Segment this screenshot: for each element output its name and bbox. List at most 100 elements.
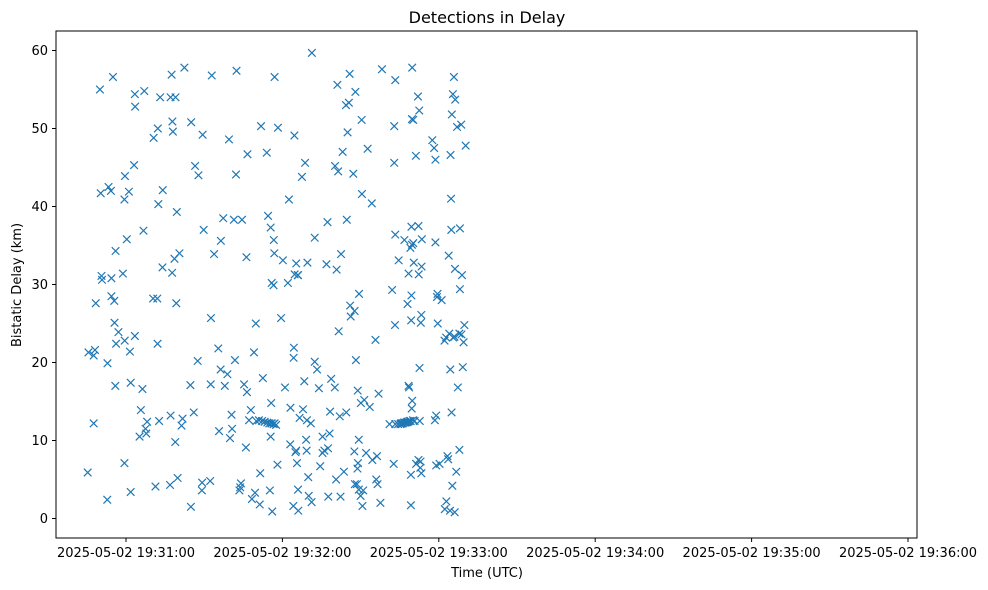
x-tick-label: 2025-05-02 19:31:00 xyxy=(57,546,195,561)
data-point xyxy=(262,148,271,157)
data-point xyxy=(142,429,151,438)
data-point xyxy=(225,433,235,443)
data-point xyxy=(350,447,359,456)
data-point xyxy=(91,298,100,308)
data-point xyxy=(315,462,325,471)
data-point xyxy=(372,475,381,484)
data-point xyxy=(431,411,441,420)
x-tick-label: 2025-05-02 19:36:00 xyxy=(839,546,977,561)
data-point xyxy=(448,89,458,99)
data-point xyxy=(223,369,232,379)
data-point xyxy=(165,480,175,490)
data-point xyxy=(250,488,260,497)
data-point xyxy=(435,459,444,469)
data-point xyxy=(220,381,230,391)
data-point xyxy=(406,316,416,325)
data-point xyxy=(267,419,276,428)
data-point xyxy=(409,238,418,248)
data-point xyxy=(214,344,223,353)
data-point xyxy=(457,330,466,339)
data-point xyxy=(334,327,343,336)
data-point xyxy=(269,235,279,245)
data-point xyxy=(231,170,241,179)
data-point xyxy=(320,446,329,455)
data-point xyxy=(358,486,368,495)
data-point xyxy=(416,318,426,327)
data-point xyxy=(325,429,334,438)
data-point xyxy=(323,444,333,453)
data-point xyxy=(407,63,417,72)
data-point xyxy=(302,446,311,455)
data-point xyxy=(363,144,372,154)
data-point xyxy=(186,502,196,512)
data-point xyxy=(343,128,352,137)
data-point xyxy=(110,296,119,306)
data-point xyxy=(357,115,366,125)
data-point xyxy=(84,348,93,357)
data-point xyxy=(344,98,354,107)
data-point xyxy=(443,451,452,461)
data-point xyxy=(246,405,256,415)
data-point xyxy=(387,285,397,295)
data-point xyxy=(376,498,385,508)
data-point xyxy=(346,312,355,321)
data-point xyxy=(239,380,249,389)
data-point xyxy=(168,127,178,136)
x-tick-label: 2025-05-02 19:34:00 xyxy=(526,546,664,561)
data-point xyxy=(257,416,267,426)
data-point xyxy=(345,301,355,310)
data-point xyxy=(167,268,177,278)
data-point xyxy=(219,213,228,223)
data-point xyxy=(276,313,286,323)
data-point xyxy=(120,195,129,204)
data-point xyxy=(417,310,426,320)
data-point xyxy=(90,345,100,355)
data-point xyxy=(124,187,134,196)
data-point xyxy=(96,189,105,198)
y-axis: 0 10 20 30 40 50 60 xyxy=(31,44,56,527)
data-point xyxy=(390,158,399,168)
data-point xyxy=(190,161,200,171)
data-point xyxy=(242,387,252,397)
data-point xyxy=(450,332,459,341)
data-point xyxy=(351,355,361,365)
data-point xyxy=(459,337,468,347)
data-point xyxy=(269,281,278,290)
data-point xyxy=(390,121,399,131)
data-point xyxy=(230,355,240,365)
data-point xyxy=(349,169,358,178)
data-point xyxy=(417,469,426,478)
data-point xyxy=(409,115,418,125)
data-point xyxy=(280,383,290,392)
x-axis-label: Time (UTC) xyxy=(450,566,523,581)
data-point xyxy=(442,497,451,506)
data-point xyxy=(447,225,456,235)
data-point xyxy=(301,435,311,444)
data-point xyxy=(403,417,412,427)
data-point xyxy=(431,155,440,164)
data-point xyxy=(415,363,424,373)
data-point xyxy=(97,275,107,285)
data-point xyxy=(354,435,363,444)
data-point xyxy=(353,458,363,468)
data-point xyxy=(446,150,455,160)
data-point xyxy=(153,339,162,349)
data-point xyxy=(361,448,371,458)
data-point xyxy=(237,215,247,224)
data-point xyxy=(286,403,295,412)
data-point xyxy=(273,460,282,469)
data-point xyxy=(129,160,139,170)
data-point xyxy=(373,479,382,489)
data-point xyxy=(158,263,167,272)
data-point xyxy=(293,270,303,280)
data-point xyxy=(153,294,162,303)
data-point xyxy=(155,93,165,102)
data-point xyxy=(108,72,118,82)
data-point xyxy=(106,186,116,196)
data-point xyxy=(103,495,112,505)
data-point xyxy=(89,351,98,360)
data-point xyxy=(135,432,144,441)
data-point xyxy=(244,415,254,425)
data-point xyxy=(413,92,423,101)
data-point xyxy=(149,133,158,143)
